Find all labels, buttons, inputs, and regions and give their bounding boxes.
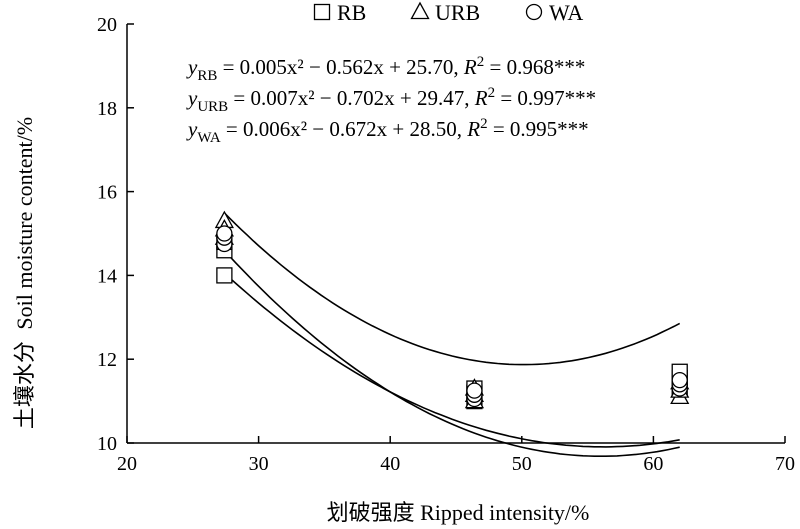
y-tick-label: 16	[97, 182, 117, 204]
point-rb	[216, 267, 233, 284]
fit-curve-rb	[223, 272, 680, 448]
x-tick-label: 50	[512, 453, 532, 475]
legend-marker-urb	[410, 1, 430, 20]
x-tick-label: 60	[643, 453, 663, 475]
y-axis-label: 土壤水分 Soil moisture content/%	[12, 117, 37, 429]
x-axis-label: 划破强度 Ripped intensity/%	[327, 500, 590, 525]
equation-urb: yURB = 0.007x² − 0.702x + 29.47, R2 = 0.…	[186, 85, 596, 115]
point-wa	[466, 382, 483, 399]
x-tick-label: 30	[249, 453, 269, 475]
legend-marker-wa	[525, 3, 543, 21]
y-tick-label: 14	[97, 265, 117, 287]
legend: RB URB WA	[313, 0, 583, 25]
equation-wa: yWA = 0.006x² − 0.672x + 28.50, R2 = 0.9…	[186, 116, 589, 146]
legend-marker-rb	[313, 3, 331, 21]
y-tick-label: 18	[97, 98, 117, 120]
legend-label-wa: WA	[549, 0, 583, 25]
y-tick-label: 10	[97, 433, 117, 455]
x-tick-label: 40	[380, 453, 400, 475]
axes: 20 30 40 50 60 70 10 12 14 16 18 20	[97, 14, 795, 475]
y-tick-label: 20	[97, 14, 117, 36]
equation-rb: yRB = 0.005x² − 0.562x + 25.70, R2 = 0.9…	[186, 54, 585, 84]
fit-curves	[223, 212, 681, 457]
legend-label-rb: RB	[337, 0, 366, 25]
x-tick-label: 20	[117, 453, 137, 475]
data-points	[214, 210, 690, 410]
y-axis-label-cn: 土壤水分	[12, 341, 37, 429]
point-wa	[671, 371, 688, 389]
fit-curve-wa	[223, 250, 680, 457]
point-wa	[216, 225, 233, 242]
y-tick-label: 12	[97, 349, 117, 371]
fit-curve-urb	[223, 212, 681, 366]
legend-label-urb: URB	[435, 0, 480, 25]
y-axis-label-en: Soil moisture content/%	[12, 117, 37, 330]
x-tick-label: 70	[775, 453, 795, 475]
equations: yRB = 0.005x² − 0.562x + 25.70, R2 = 0.9…	[186, 54, 596, 146]
